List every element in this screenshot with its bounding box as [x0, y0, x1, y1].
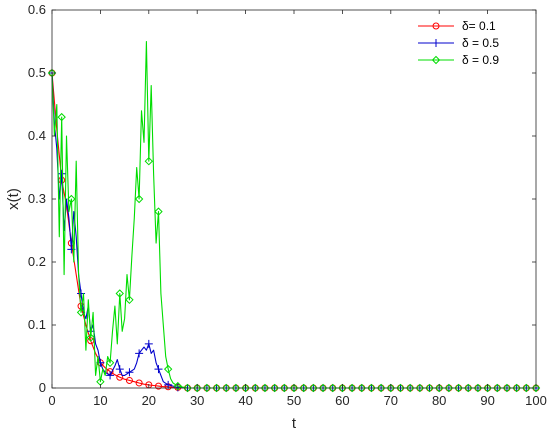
x-tick-label: 90 — [480, 393, 494, 408]
x-tick-label: 60 — [335, 393, 349, 408]
data-point — [76, 308, 86, 317]
data-point — [163, 364, 173, 374]
legend-swatch-marker — [431, 55, 441, 65]
y-tick-label: 0.5 — [28, 65, 46, 80]
data-point — [347, 383, 357, 393]
data-point — [57, 169, 66, 178]
data-point — [125, 295, 134, 305]
data-point — [299, 383, 308, 393]
data-point — [289, 383, 299, 393]
y-axis-label: x(t) — [5, 188, 22, 210]
series-2 — [48, 69, 540, 392]
data-point — [192, 383, 202, 393]
data-point — [473, 383, 483, 393]
x-tick-label: 100 — [525, 393, 547, 408]
y-tick-label: 0.3 — [28, 191, 46, 206]
data-point — [260, 383, 270, 393]
data-point — [444, 383, 454, 393]
series-line — [51, 72, 536, 389]
series-line — [51, 40, 536, 389]
y-tick-label: 0.1 — [28, 317, 46, 332]
data-point — [502, 383, 512, 393]
data-point — [318, 383, 328, 393]
y-tick-label: 0.2 — [28, 254, 46, 269]
data-point — [106, 371, 115, 380]
data-point — [328, 383, 337, 393]
data-point — [280, 383, 289, 393]
x-tick-label: 50 — [287, 393, 301, 408]
data-point — [67, 194, 76, 204]
data-point — [154, 207, 163, 216]
legend: δ= 0.1 δ = 0.5 δ = 0.9 — [412, 14, 530, 76]
data-point — [405, 383, 415, 393]
series-1 — [48, 69, 540, 392]
data-point — [522, 383, 531, 393]
data-point — [222, 383, 231, 393]
data-point — [386, 383, 396, 393]
data-point — [164, 380, 173, 389]
data-point — [183, 383, 192, 393]
x-axis-label: t — [292, 415, 297, 432]
data-point — [154, 382, 162, 390]
data-point — [367, 383, 376, 393]
data-point — [144, 339, 153, 348]
x-tick-label: 30 — [190, 393, 204, 408]
x-tick-label: 40 — [238, 393, 252, 408]
y-tick-label: 0.4 — [28, 128, 46, 143]
data-point — [57, 112, 66, 122]
data-point — [512, 383, 521, 393]
data-point — [202, 383, 212, 393]
data-point — [357, 383, 366, 393]
data-point — [231, 383, 241, 393]
data-point — [135, 349, 144, 358]
series-3 — [47, 40, 541, 393]
legend-label: δ= 0.1 — [462, 19, 496, 33]
data-point — [454, 383, 463, 393]
data-point — [241, 383, 250, 393]
axes: 0 10 20 30 40 50 60 70 80 90 100 0 0.1 0.2 0.3 0.4 0.5 0.… — [5, 2, 547, 432]
data-point — [125, 368, 134, 377]
data-point — [154, 365, 163, 374]
data-point — [144, 156, 154, 166]
series-line — [51, 72, 536, 389]
data-point — [135, 379, 143, 387]
data-point — [396, 383, 405, 393]
data-point — [134, 194, 144, 204]
data-point — [251, 383, 260, 393]
data-point — [125, 376, 133, 384]
y-tick-label: 0 — [39, 380, 46, 395]
y-tick-label: 0.6 — [28, 2, 46, 17]
data-point — [493, 383, 502, 393]
legend-box — [412, 14, 530, 76]
x-tick-label: 0 — [48, 393, 55, 408]
legend-label: δ = 0.9 — [462, 53, 499, 67]
data-point — [309, 383, 318, 393]
data-point — [425, 383, 434, 393]
data-point — [105, 358, 115, 368]
legend-label: δ = 0.5 — [462, 36, 499, 50]
data-point — [434, 383, 444, 393]
data-point — [531, 383, 541, 393]
data-point — [212, 383, 221, 393]
series-layer — [47, 40, 541, 393]
legend-swatch-marker — [432, 39, 440, 47]
legend-swatch-marker — [432, 22, 440, 30]
x-tick-label: 80 — [432, 393, 446, 408]
x-tick-label: 10 — [93, 393, 107, 408]
data-point — [115, 365, 124, 374]
data-point — [464, 383, 473, 393]
data-point — [115, 289, 124, 298]
x-tick-label: 70 — [384, 393, 398, 408]
data-point — [483, 383, 492, 393]
data-point — [270, 383, 279, 393]
data-point — [86, 333, 95, 342]
data-point — [376, 383, 386, 393]
data-point — [116, 373, 124, 381]
data-point — [338, 383, 347, 393]
data-point — [173, 381, 183, 391]
x-tick-label: 20 — [142, 393, 156, 408]
data-point — [415, 383, 425, 393]
